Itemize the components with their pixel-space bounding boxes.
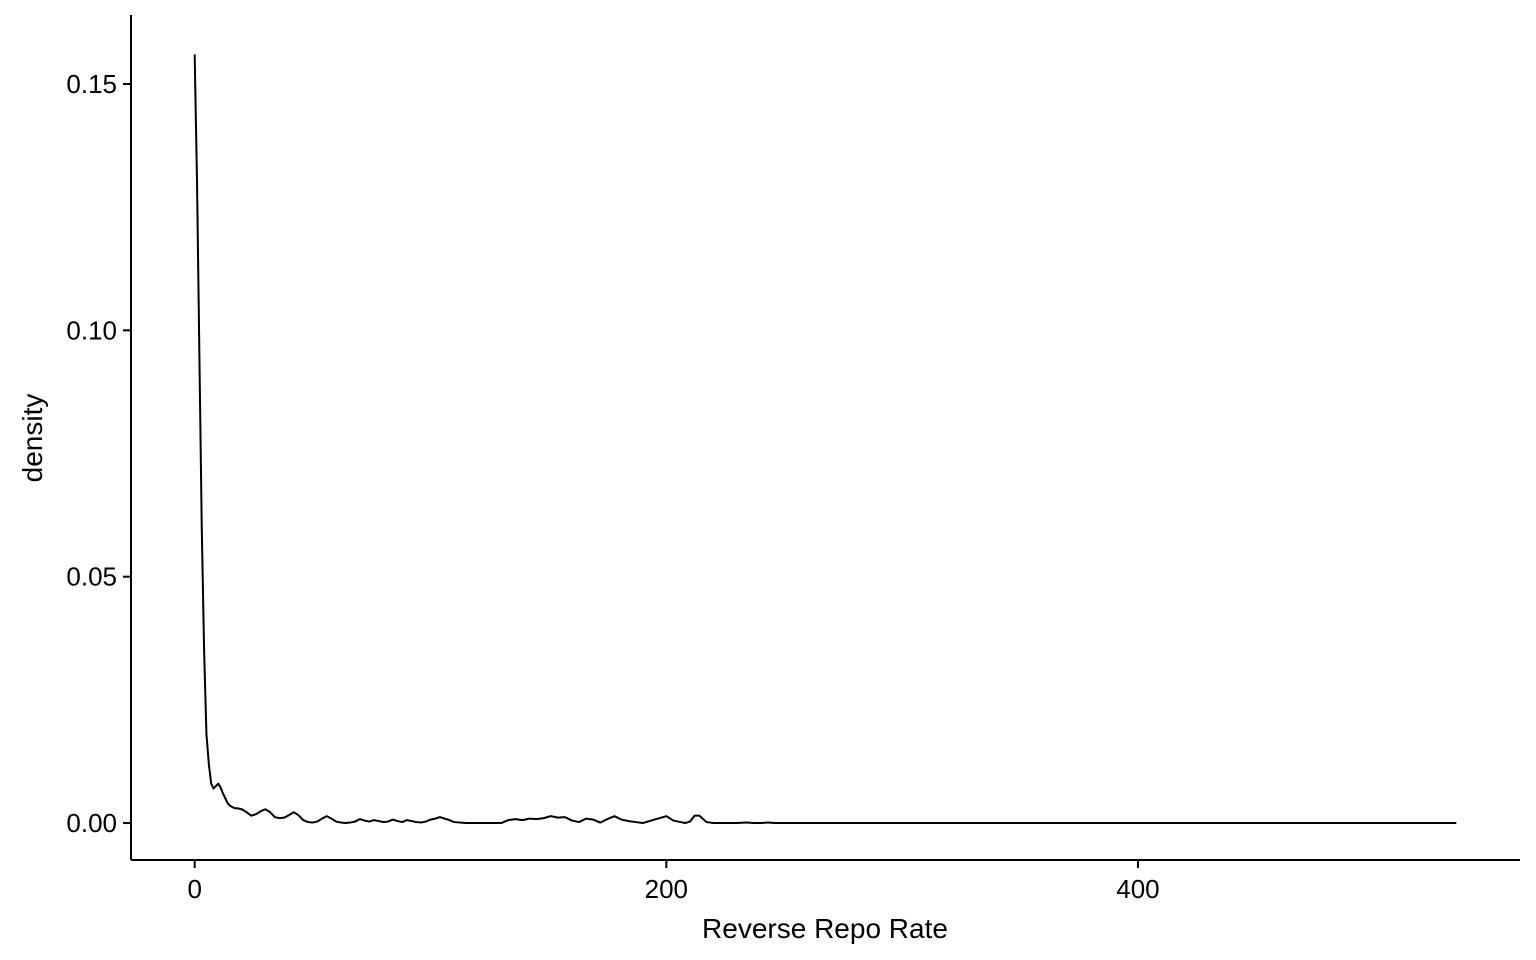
- density-line: [193, 54, 1457, 825]
- y-axis-title: density: [17, 394, 48, 483]
- x-axis-ticks: 0 200 400: [187, 860, 1160, 904]
- x-tick-label: 400: [1116, 874, 1159, 904]
- y-tick-label: 0.00: [66, 808, 117, 838]
- x-tick-label: 200: [645, 874, 688, 904]
- y-tick-label: 0.05: [66, 562, 117, 592]
- x-tick-label: 0: [187, 874, 201, 904]
- y-tick-label: 0.15: [66, 69, 117, 99]
- y-tick-label: 0.10: [66, 315, 117, 345]
- y-axis-ticks: 0.00 0.05 0.10 0.15: [66, 69, 131, 838]
- x-axis-title: Reverse Repo Rate: [702, 913, 948, 944]
- plot-area: [193, 54, 1457, 825]
